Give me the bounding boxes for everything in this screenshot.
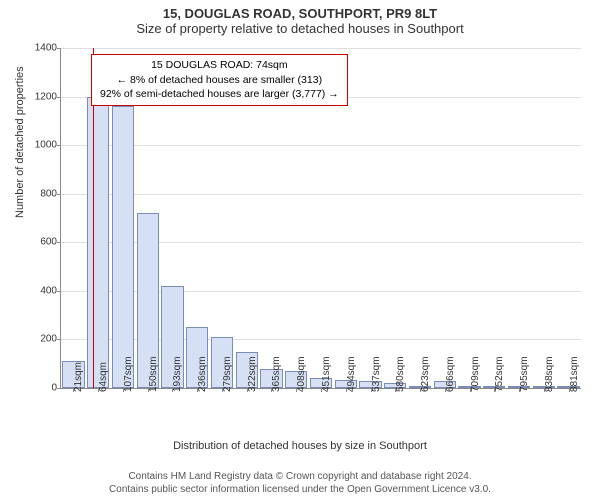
xtick-label: 64sqm <box>98 362 109 392</box>
xtick-label: 666sqm <box>445 356 456 392</box>
footer-line-1: Contains HM Land Registry data © Crown c… <box>0 470 600 483</box>
xtick-label: 881sqm <box>569 356 580 392</box>
x-axis-label: Distribution of detached houses by size … <box>0 440 600 452</box>
xtick-label: 451sqm <box>321 356 332 392</box>
histogram-bar <box>87 97 109 388</box>
ytick-label: 1000 <box>35 140 61 151</box>
xtick-label: 580sqm <box>395 356 406 392</box>
xtick-label: 838sqm <box>544 356 555 392</box>
xtick-label: 537sqm <box>371 356 382 392</box>
chart-title-address: 15, DOUGLAS ROAD, SOUTHPORT, PR9 8LT <box>0 0 600 21</box>
xtick-label: 236sqm <box>197 356 208 392</box>
ytick-label: 1400 <box>35 43 61 54</box>
gridline <box>61 145 581 146</box>
ytick-label: 1200 <box>35 91 61 102</box>
xtick-label: 408sqm <box>296 356 307 392</box>
footer-line-2: Contains public sector information licen… <box>0 483 600 496</box>
histogram-bar <box>112 106 134 388</box>
xtick-label: 795sqm <box>519 356 530 392</box>
xtick-label: 150sqm <box>148 356 159 392</box>
chart-subtitle: Size of property relative to detached ho… <box>0 21 600 40</box>
xtick-label: 193sqm <box>172 356 183 392</box>
footer-attribution: Contains HM Land Registry data © Crown c… <box>0 470 600 496</box>
ytick-label: 800 <box>40 188 61 199</box>
plot-area: 020040060080010001200140021sqm64sqm107sq… <box>60 48 581 389</box>
ytick-label: 200 <box>40 334 61 345</box>
xtick-label: 322sqm <box>247 356 258 392</box>
xtick-label: 107sqm <box>123 356 134 392</box>
gridline <box>61 194 581 195</box>
gridline <box>61 48 581 49</box>
xtick-label: 623sqm <box>420 356 431 392</box>
xtick-label: 494sqm <box>346 356 357 392</box>
ytick-label: 600 <box>40 237 61 248</box>
xtick-label: 365sqm <box>271 356 282 392</box>
chart-container: 15, DOUGLAS ROAD, SOUTHPORT, PR9 8LT Siz… <box>0 0 600 500</box>
ytick-label: 400 <box>40 285 61 296</box>
property-info-box: 15 DOUGLAS ROAD: 74sqm← 8% of detached h… <box>91 54 348 106</box>
info-line-larger: 92% of semi-detached houses are larger (… <box>100 87 339 102</box>
xtick-label: 752sqm <box>494 356 505 392</box>
xtick-label: 279sqm <box>222 356 233 392</box>
xtick-label: 709sqm <box>470 356 481 392</box>
y-axis-label: Number of detached properties <box>14 66 26 218</box>
ytick-label: 0 <box>51 383 61 394</box>
info-line-smaller: ← 8% of detached houses are smaller (313… <box>100 73 339 88</box>
info-line-property: 15 DOUGLAS ROAD: 74sqm <box>100 58 339 73</box>
xtick-label: 21sqm <box>73 362 84 392</box>
